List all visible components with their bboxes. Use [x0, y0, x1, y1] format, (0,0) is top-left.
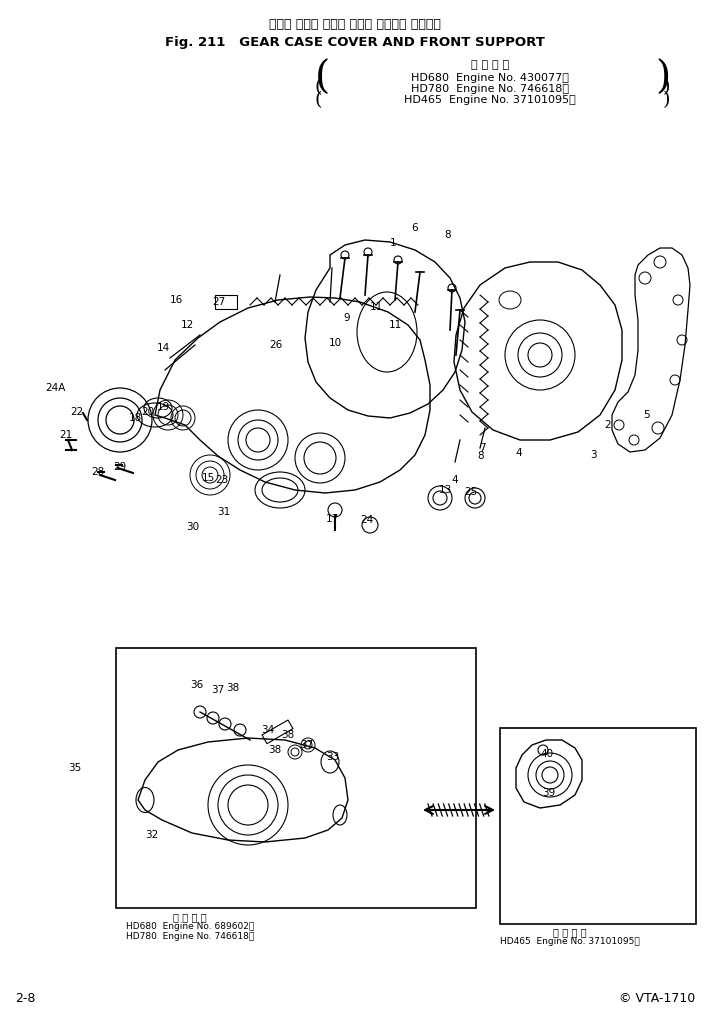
Bar: [116, 648, 476, 908]
Text: 5: 5: [643, 410, 651, 420]
Text: 33: 33: [326, 752, 340, 762]
Text: 2-8: 2-8: [15, 993, 36, 1005]
Text: 38: 38: [282, 730, 294, 740]
Text: 31: 31: [218, 507, 230, 517]
Text: 14: 14: [156, 343, 170, 353]
Text: ): ): [663, 78, 670, 96]
Text: 9: 9: [343, 313, 351, 323]
Text: © VTA-1710: © VTA-1710: [619, 993, 695, 1005]
Text: 25: 25: [464, 487, 478, 497]
Text: HD780  Engine No. 746618～: HD780 Engine No. 746618～: [411, 84, 569, 94]
Text: 34: 34: [262, 725, 274, 735]
Text: 18: 18: [129, 413, 141, 423]
Text: (: (: [315, 91, 323, 109]
Bar: [262, 720, 293, 744]
Text: 29: 29: [113, 462, 127, 472]
Text: 適 用 号 機: 適 用 号 機: [471, 60, 509, 70]
Text: 4: 4: [515, 448, 523, 458]
Text: ギャー ケース カバー および フロント サポート: ギャー ケース カバー および フロント サポート: [269, 18, 441, 31]
Text: 21: 21: [60, 430, 73, 440]
Text: 38: 38: [226, 683, 240, 693]
Text: 19: 19: [156, 403, 170, 412]
Text: 11: 11: [370, 302, 383, 312]
Text: 適 用 号 機: 適 用 号 機: [553, 927, 587, 937]
Text: 1: 1: [390, 238, 396, 248]
Bar: [500, 728, 696, 924]
Text: 2: 2: [604, 420, 611, 430]
Text: 16: 16: [169, 294, 183, 305]
Text: 28: 28: [92, 467, 105, 477]
Text: 22: 22: [70, 407, 84, 417]
Text: HD680  Engine No. 689602～: HD680 Engine No. 689602～: [126, 922, 254, 931]
Text: HD780  Engine No. 746618～: HD780 Engine No. 746618～: [126, 932, 254, 941]
Text: 38: 38: [268, 745, 282, 755]
Text: 4: 4: [451, 475, 459, 485]
Text: ): ): [663, 91, 670, 109]
Text: HD680  Engine No. 430077～: HD680 Engine No. 430077～: [411, 73, 569, 83]
Text: 40: 40: [540, 749, 554, 759]
Text: 30: 30: [186, 522, 200, 532]
Text: 24A: 24A: [45, 383, 65, 393]
Text: 36: 36: [191, 680, 203, 690]
Text: 39: 39: [542, 788, 555, 798]
Text: 24: 24: [360, 515, 373, 525]
Text: HD465  Engine No. 37101095～: HD465 Engine No. 37101095～: [500, 937, 640, 946]
Text: 8: 8: [444, 230, 451, 240]
Text: Fig. 211   GEAR CASE COVER AND FRONT SUPPORT: Fig. 211 GEAR CASE COVER AND FRONT SUPPO…: [165, 36, 545, 49]
Text: HD465  Engine No. 37101095～: HD465 Engine No. 37101095～: [404, 95, 576, 105]
Text: 20: 20: [141, 407, 154, 417]
Text: 8: 8: [478, 451, 484, 461]
Text: 11: 11: [388, 320, 402, 330]
Text: 3: 3: [589, 450, 597, 460]
Text: 35: 35: [68, 763, 82, 773]
Text: 27: 27: [213, 297, 225, 307]
Text: 15: 15: [201, 473, 215, 483]
Text: 37: 37: [300, 740, 314, 750]
Text: 13: 13: [439, 485, 451, 495]
Text: 12: 12: [181, 320, 193, 330]
Text: 32: 32: [145, 830, 159, 840]
Text: ): ): [655, 60, 670, 97]
Text: 適 用 号 機: 適 用 号 機: [173, 912, 207, 922]
Text: 6: 6: [412, 223, 418, 233]
Text: 17: 17: [326, 514, 338, 524]
Text: 37: 37: [211, 685, 225, 695]
Text: 10: 10: [328, 338, 341, 348]
Text: (: (: [315, 78, 323, 96]
Bar: [215, 294, 237, 309]
Text: (: (: [315, 60, 330, 97]
Text: 26: 26: [269, 340, 283, 350]
Text: 23: 23: [215, 475, 229, 485]
Text: 7: 7: [479, 443, 486, 453]
